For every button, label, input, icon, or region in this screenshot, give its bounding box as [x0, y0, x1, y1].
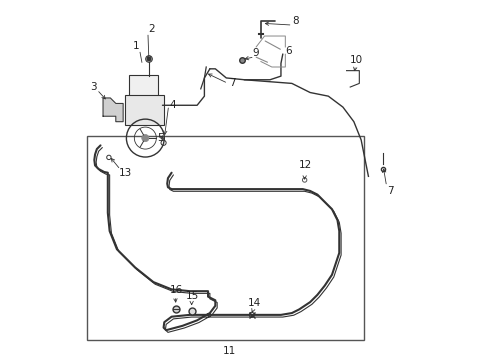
Text: 14: 14: [247, 298, 261, 308]
FancyBboxPatch shape: [129, 75, 158, 97]
Circle shape: [142, 135, 149, 142]
Text: 13: 13: [118, 168, 131, 179]
Bar: [87, 136, 363, 341]
Text: 12: 12: [299, 160, 312, 170]
Text: 7: 7: [229, 78, 236, 89]
Text: 1: 1: [132, 41, 139, 51]
Text: 16: 16: [169, 285, 182, 295]
Text: 10: 10: [349, 55, 363, 65]
Text: 2: 2: [148, 24, 155, 34]
FancyBboxPatch shape: [125, 95, 163, 125]
Text: 3: 3: [90, 82, 96, 92]
Text: 4: 4: [169, 100, 175, 110]
Text: 7: 7: [386, 186, 393, 196]
Text: 8: 8: [292, 17, 298, 26]
Text: 5: 5: [157, 133, 163, 143]
Circle shape: [147, 57, 150, 61]
Text: 11: 11: [223, 346, 236, 356]
Text: 15: 15: [186, 291, 199, 301]
Text: 9: 9: [252, 48, 259, 58]
Text: 6: 6: [285, 46, 292, 55]
Polygon shape: [103, 98, 123, 122]
